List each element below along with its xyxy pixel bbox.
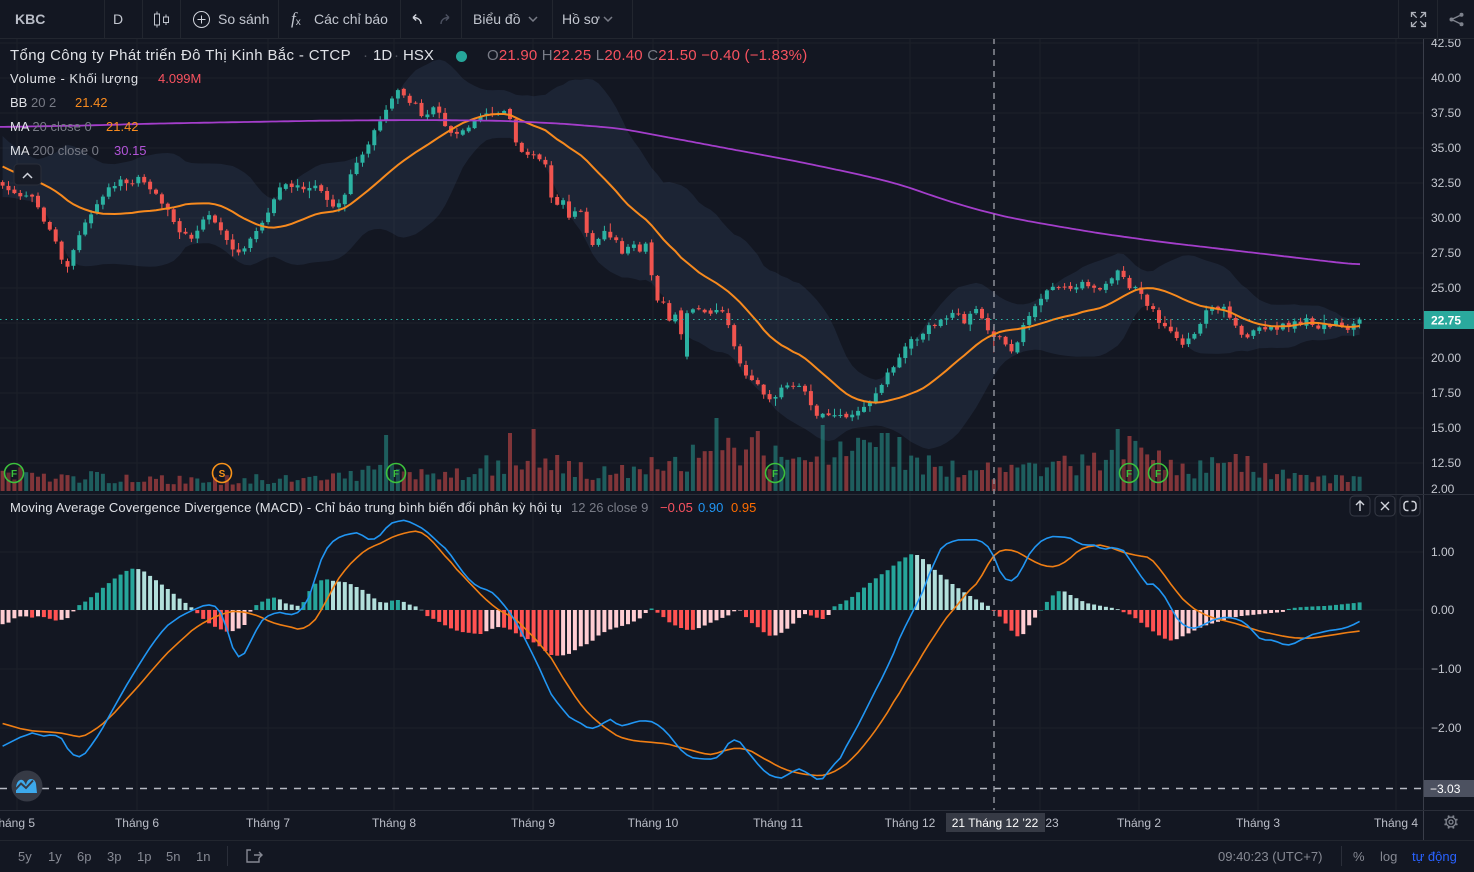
svg-text:17.50: 17.50 bbox=[1431, 386, 1461, 400]
svg-text:22.75: 22.75 bbox=[1431, 314, 1461, 328]
svg-text:S: S bbox=[219, 469, 226, 480]
svg-text:F: F bbox=[772, 469, 778, 480]
svg-text:42.50: 42.50 bbox=[1431, 36, 1461, 50]
svg-text:Tháng 9: Tháng 9 bbox=[511, 816, 555, 830]
svg-text:25.00: 25.00 bbox=[1431, 281, 1461, 295]
svg-text:F: F bbox=[1126, 469, 1132, 480]
svg-text:27.50: 27.50 bbox=[1431, 246, 1461, 260]
svg-text:Tháng 11: Tháng 11 bbox=[753, 816, 803, 830]
svg-text:Tháng 2: Tháng 2 bbox=[1117, 816, 1161, 830]
svg-text:Tháng 6: Tháng 6 bbox=[115, 816, 159, 830]
svg-text:Tháng 8: Tháng 8 bbox=[372, 816, 416, 830]
svg-text:32.50: 32.50 bbox=[1431, 176, 1461, 190]
svg-text:12.50: 12.50 bbox=[1431, 456, 1461, 470]
svg-text:37.50: 37.50 bbox=[1431, 106, 1461, 120]
svg-text:Tháng 3: Tháng 3 bbox=[1236, 816, 1280, 830]
svg-text:15.00: 15.00 bbox=[1431, 421, 1461, 435]
svg-text:Tháng 10: Tháng 10 bbox=[628, 816, 679, 830]
svg-text:Tháng 12: Tháng 12 bbox=[885, 816, 936, 830]
svg-text:F: F bbox=[11, 469, 17, 480]
svg-text:2.00: 2.00 bbox=[1431, 482, 1455, 496]
svg-text:−1.00: −1.00 bbox=[1431, 662, 1462, 676]
svg-text:−2.00: −2.00 bbox=[1431, 721, 1462, 735]
svg-text:35.00: 35.00 bbox=[1431, 141, 1461, 155]
svg-text:40.00: 40.00 bbox=[1431, 71, 1461, 85]
svg-text:21 Tháng 12 ’22: 21 Tháng 12 ’22 bbox=[952, 816, 1039, 830]
svg-text:0.00: 0.00 bbox=[1431, 603, 1455, 617]
svg-text:20.00: 20.00 bbox=[1431, 351, 1461, 365]
svg-text:−3.03: −3.03 bbox=[1430, 782, 1461, 796]
svg-text:F: F bbox=[393, 469, 399, 480]
svg-text:Tháng 4: Tháng 4 bbox=[1374, 816, 1418, 830]
svg-text:Tháng 5: Tháng 5 bbox=[0, 816, 35, 830]
svg-text:F: F bbox=[1155, 469, 1161, 480]
svg-text:Tháng 7: Tháng 7 bbox=[246, 816, 290, 830]
svg-text:30.00: 30.00 bbox=[1431, 211, 1461, 225]
svg-text:23: 23 bbox=[1045, 816, 1059, 830]
svg-text:1.00: 1.00 bbox=[1431, 545, 1455, 559]
